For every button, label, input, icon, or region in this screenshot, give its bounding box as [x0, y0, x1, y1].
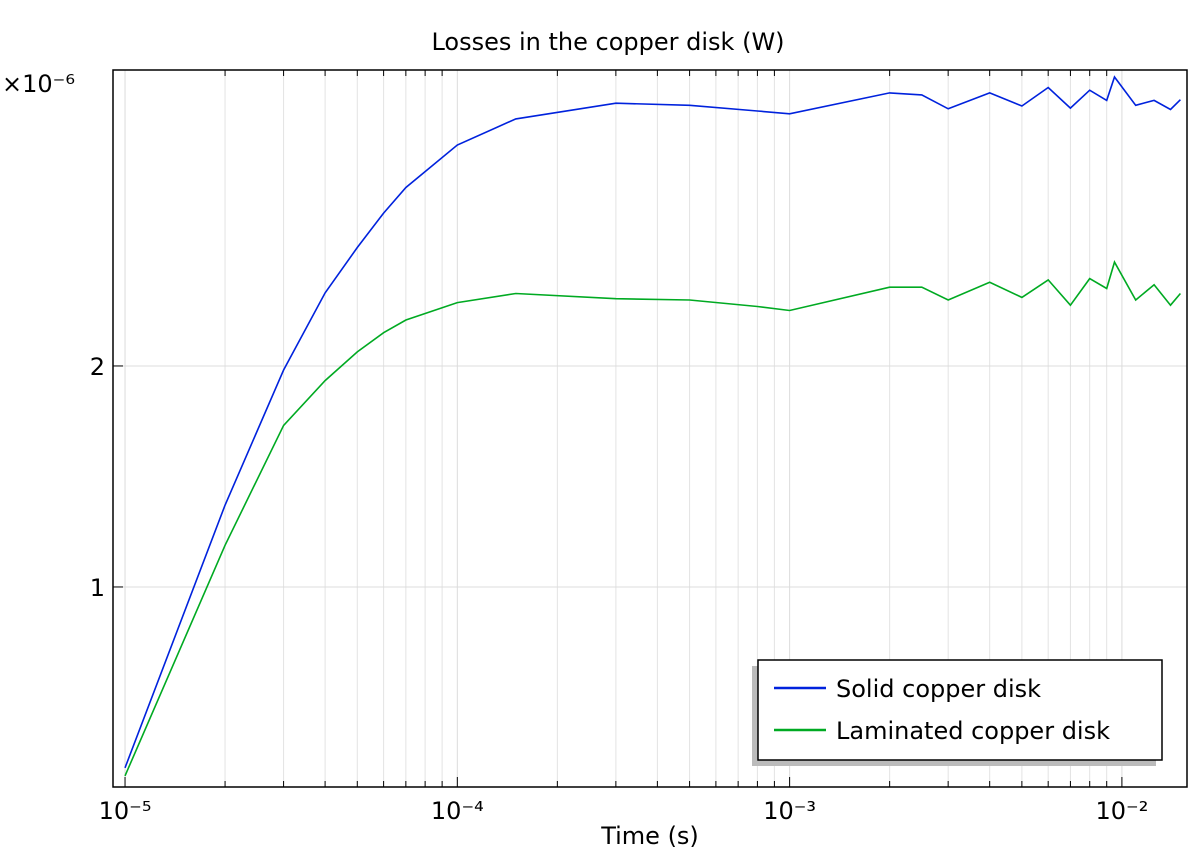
y-tick-label: 2: [90, 353, 105, 381]
y-multiplier: ×10⁻⁶: [2, 70, 75, 98]
x-tick-label: 10⁻⁴: [431, 797, 484, 825]
x-tick-label: 10⁻²: [1095, 797, 1148, 825]
x-tick-label: 10⁻⁵: [99, 797, 152, 825]
legend-label: Laminated copper disk: [836, 717, 1110, 745]
series-line: [124, 75, 1181, 769]
legend: [757, 659, 1163, 761]
y-tick-label: 1: [90, 574, 105, 602]
x-tick-label: 10⁻³: [763, 797, 816, 825]
chart-title: Losses in the copper disk (W): [431, 28, 784, 56]
x-axis-label: Time (s): [600, 822, 699, 850]
legend-label: Solid copper disk: [836, 675, 1041, 703]
series-line: [124, 260, 1182, 777]
plot-frame: [112, 69, 1188, 788]
